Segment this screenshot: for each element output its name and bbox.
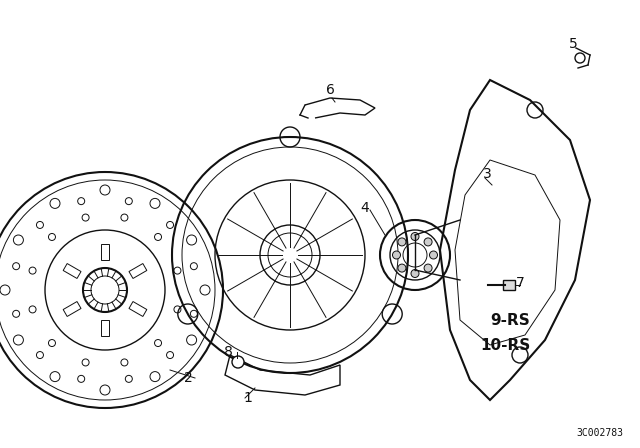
Text: 2: 2	[184, 371, 193, 385]
Bar	[129, 302, 147, 316]
Bar	[101, 244, 109, 260]
Bar	[101, 320, 109, 336]
Bar	[63, 263, 81, 279]
Text: 10-RS: 10-RS	[480, 337, 530, 353]
Circle shape	[424, 238, 432, 246]
Text: 6: 6	[326, 83, 335, 97]
Circle shape	[398, 238, 406, 246]
Circle shape	[411, 233, 419, 241]
Text: 3C002783: 3C002783	[577, 428, 623, 438]
Text: 7: 7	[516, 276, 524, 290]
Circle shape	[232, 356, 244, 368]
Circle shape	[398, 264, 406, 272]
Bar	[129, 263, 147, 279]
Text: 4: 4	[360, 201, 369, 215]
Circle shape	[429, 251, 438, 259]
Text: 5: 5	[568, 37, 577, 51]
Text: 9-RS: 9-RS	[490, 313, 530, 327]
Bar	[63, 302, 81, 316]
Text: 1: 1	[244, 391, 252, 405]
Circle shape	[392, 251, 401, 259]
Circle shape	[424, 264, 432, 272]
Circle shape	[411, 270, 419, 277]
Text: 3: 3	[483, 167, 492, 181]
Bar	[503, 280, 515, 290]
Text: 8: 8	[223, 345, 232, 359]
